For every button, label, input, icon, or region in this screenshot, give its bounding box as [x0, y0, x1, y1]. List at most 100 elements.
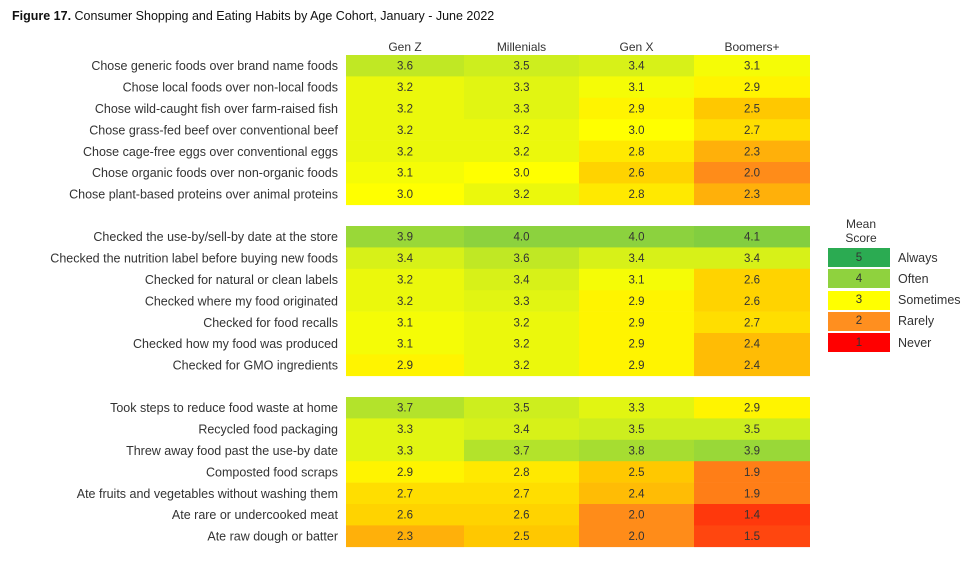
row-label: Checked the use-by/sell-by date at the s… [93, 230, 338, 244]
cell-value: 3.4 [514, 275, 531, 287]
cell-value: 2.0 [744, 168, 760, 180]
heatmap-cell [346, 482, 464, 505]
cell-value: 3.3 [397, 446, 413, 458]
heatmap-cell [464, 525, 579, 548]
heatmap-cell [464, 97, 579, 120]
row-label: Ate fruits and vegetables without washin… [77, 487, 338, 501]
row-label: Checked for food recalls [203, 316, 338, 330]
cell-value: 3.4 [744, 253, 761, 265]
heatmap-cell [346, 525, 464, 548]
legend-swatch: 5 [828, 248, 890, 267]
cell-value: 3.1 [397, 168, 413, 180]
heatmap-cell [464, 504, 579, 526]
row-label: Chose plant-based proteins over animal p… [69, 188, 338, 202]
heatmap-cell [464, 140, 579, 163]
heatmap-cell [579, 311, 694, 334]
heatmap-cell [694, 397, 810, 419]
cell-value: 2.9 [397, 467, 413, 479]
heatmap-cell [694, 311, 810, 334]
cell-value: 3.5 [514, 61, 530, 73]
heatmap-cell [694, 439, 810, 462]
row-label: Chose wild-caught fish over farm-raised … [95, 102, 338, 116]
heatmap-cell [464, 226, 579, 248]
row-label: Checked where my food originated [145, 294, 338, 308]
heatmap-cell [579, 461, 694, 483]
heatmap-cell [346, 247, 464, 270]
legend-label: Never [898, 335, 932, 350]
row-label: Chose cage-free eggs over conventional e… [83, 145, 338, 159]
legend-label: Rarely [898, 314, 935, 329]
cell-value: 3.2 [397, 275, 413, 287]
legend-item: 1 Never [828, 332, 931, 353]
cell-value: 2.7 [744, 317, 760, 329]
row-label: Threw away food past the use-by date [126, 444, 338, 458]
cell-value: 3.0 [629, 125, 645, 137]
heatmap-cell [346, 397, 464, 419]
cell-value: 2.6 [514, 510, 530, 522]
cell-value: 4.1 [744, 232, 760, 244]
cell-value: 2.4 [629, 488, 646, 500]
cell-value: 3.3 [397, 424, 413, 436]
cell-value: 2.9 [629, 339, 645, 351]
heatmap-cell [694, 354, 810, 377]
heatmap-cell [579, 418, 694, 441]
heatmap-cell [694, 55, 810, 77]
cell-value: 3.1 [397, 317, 413, 329]
figure-number: Figure 17. [12, 9, 72, 23]
cell-value: 3.9 [744, 446, 760, 458]
cell-value: 2.6 [744, 275, 760, 287]
heatmap-cell [694, 226, 810, 248]
heatmap-cell [464, 418, 579, 441]
heatmap-cell [346, 162, 464, 184]
column-header: Millenials [497, 40, 546, 54]
heatmap-cell [346, 354, 464, 377]
heatmap-cell [464, 183, 579, 206]
row-label: Recycled food packaging [198, 423, 338, 437]
cell-value: 3.1 [397, 339, 413, 351]
row-label: Chose grass-fed beef over conventional b… [89, 123, 338, 137]
heatmap-cell [694, 504, 810, 526]
cell-value: 3.3 [514, 104, 530, 116]
figure-title-text: Consumer Shopping and Eating Habits by A… [74, 9, 495, 23]
cell-value: 2.5 [629, 467, 645, 479]
legend-item: 3 Sometimes [828, 290, 961, 311]
heatmap-cell [346, 97, 464, 120]
heatmap-cell [579, 162, 694, 184]
heatmap-cell [464, 354, 579, 377]
cell-value: 3.2 [397, 146, 413, 158]
heatmap-cell [694, 525, 810, 548]
cell-value: 3.5 [514, 403, 530, 415]
heatmap-cell [579, 482, 694, 505]
row-label: Checked for GMO ingredients [173, 359, 338, 373]
heatmap-cell [694, 461, 810, 483]
cell-value: 2.3 [397, 531, 413, 543]
cell-value: 2.8 [514, 467, 530, 479]
heatmap-cell [579, 397, 694, 419]
cell-value: 2.5 [744, 104, 760, 116]
cell-value: 3.4 [629, 253, 646, 265]
cell-value: 2.0 [629, 510, 645, 522]
legend-item: 2 Rarely [828, 311, 934, 332]
cell-value: 3.4 [397, 253, 414, 265]
row-label: Checked how my food was produced [133, 337, 338, 351]
heatmap-cell [579, 140, 694, 163]
cell-value: 2.4 [744, 360, 761, 372]
cell-value: 2.9 [744, 403, 760, 415]
chart-title: Figure 17. Consumer Shopping and Eating … [12, 9, 494, 23]
cell-value: 3.9 [397, 232, 413, 244]
cell-value: 1.5 [744, 531, 760, 543]
heatmap-cell [346, 226, 464, 248]
heatmap-cell [694, 247, 810, 270]
heatmap-cell [464, 333, 579, 355]
row-group: Chose generic foods over brand name food… [69, 55, 810, 206]
column-header: Gen X [619, 40, 653, 54]
heatmap-cell [464, 311, 579, 334]
row-group: Checked the use-by/sell-by date at the s… [50, 226, 810, 377]
cell-value: 3.7 [397, 403, 413, 415]
legend-swatch: 1 [828, 333, 890, 353]
cell-value: 3.3 [514, 296, 530, 308]
heatmap-cell [694, 97, 810, 120]
cell-value: 2.6 [397, 510, 413, 522]
cell-value: 3.0 [514, 168, 530, 180]
